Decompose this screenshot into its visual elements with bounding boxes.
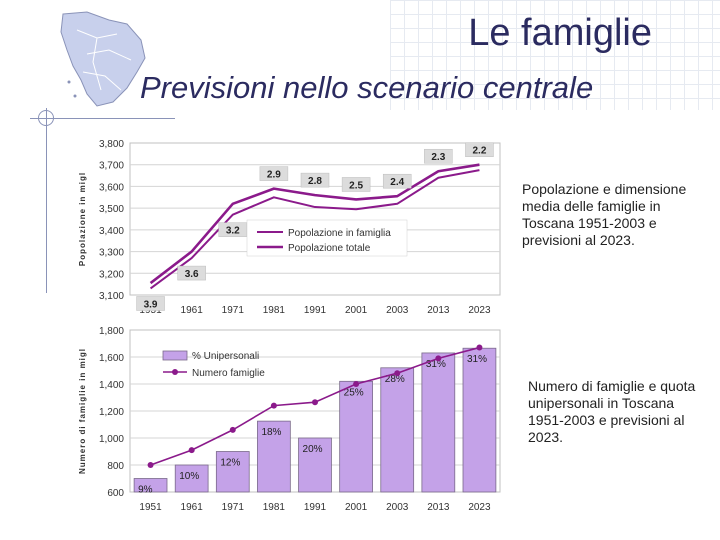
- data-label-box: [341, 177, 371, 192]
- data-label-box: [300, 172, 330, 188]
- y-tick-label: 3,600: [99, 182, 124, 193]
- caption-population: Popolazione e dimensione media delle fam…: [522, 181, 687, 248]
- y-tick-label: 3,400: [99, 226, 124, 237]
- data-point: [353, 381, 360, 387]
- bar: [257, 420, 291, 493]
- bar: [421, 352, 456, 493]
- data-point: [394, 370, 401, 377]
- population-line-chart: 3,100 3,200 3,300 3,400 3,500 3,600 3,700 3,800…: [78, 139, 501, 316]
- x-tick-label: 1981: [263, 502, 286, 513]
- data-label: 3.6: [185, 269, 199, 280]
- x-tick-label: 1961: [181, 502, 204, 513]
- data-label: 2.2: [472, 146, 486, 157]
- bar: [298, 437, 332, 493]
- x-tick-label: 2023: [468, 502, 491, 513]
- data-label-box: [177, 265, 206, 281]
- decorative-circle: [38, 110, 54, 126]
- x-tick-label: 1991: [304, 305, 327, 316]
- legend-label: Popolazione in famiglia: [288, 228, 391, 239]
- y-tick-label: 1,600: [99, 353, 124, 364]
- legend-label: Popolazione totale: [288, 243, 371, 254]
- decorative-line-vertical: [46, 108, 47, 293]
- data-label-box: [465, 142, 494, 157]
- data-label: 2.4: [390, 177, 404, 188]
- data-label: 2.5: [349, 180, 363, 191]
- bar: [174, 464, 209, 493]
- tuscany-map: [60, 11, 146, 107]
- y-tick-label: 3,200: [99, 269, 124, 280]
- y-tick-label: 3,100: [99, 291, 124, 302]
- y-tick-label: 1,000: [99, 434, 124, 445]
- bar-label: 10%: [179, 471, 199, 482]
- y-tick-label: 3,500: [99, 204, 124, 215]
- y-axis-label: Numero di famiglie in migl: [78, 348, 87, 474]
- data-point: [312, 399, 318, 406]
- data-point: [435, 355, 442, 362]
- households-bar-chart: 600 800 1,000 1,200 1,400 1,600 1,800 1951 1961 1…: [78, 326, 501, 513]
- x-tick-label: 2001: [345, 305, 368, 316]
- series-line: [149, 163, 480, 285]
- data-label-box: [382, 173, 412, 189]
- legend-marker: [172, 369, 178, 375]
- data-label: 3.9: [144, 299, 158, 310]
- bar: [462, 347, 497, 493]
- y-tick-label: 600: [107, 488, 124, 499]
- bar-label: 28%: [385, 374, 405, 385]
- x-tick-label: 1991: [304, 502, 327, 513]
- x-tick-label: 1971: [222, 502, 245, 513]
- x-tick-label: 2023: [468, 305, 491, 316]
- data-label-box: [136, 296, 165, 311]
- data-point: [147, 462, 154, 468]
- x-tick-label: 1951: [139, 502, 162, 513]
- caption-households: Numero di famiglie e quota unipersonali …: [528, 378, 696, 445]
- background-grid: [390, 0, 720, 110]
- y-tick-label: 1,800: [99, 326, 124, 337]
- data-point: [476, 344, 483, 351]
- bar: [215, 451, 250, 493]
- y-tick-label: 3,300: [99, 248, 124, 259]
- legend-label: % Unipersonali: [192, 351, 259, 362]
- bar-label: 20%: [303, 444, 323, 455]
- legend-box: [246, 219, 408, 257]
- series-line: [149, 169, 480, 290]
- y-tick-label: 3,800: [99, 139, 124, 150]
- data-label-box: [424, 148, 453, 164]
- slide-title: Le famiglie: [468, 12, 652, 54]
- x-tick-label: 1971: [222, 305, 245, 316]
- bar: [339, 380, 373, 493]
- x-tick-label: 2003: [386, 502, 409, 513]
- x-tick-label: 2003: [386, 305, 409, 316]
- data-point: [270, 402, 277, 409]
- data-label: 3.2: [226, 226, 240, 237]
- bar-label: 12%: [220, 458, 240, 469]
- slide-subtitle: Previsioni nello scenario centrale: [140, 70, 594, 105]
- data-label-box: [259, 166, 289, 181]
- x-tick-label: 2013: [427, 305, 450, 316]
- x-tick-label: 1961: [181, 305, 204, 316]
- data-point: [229, 426, 236, 433]
- decorative-line-horizontal: [30, 118, 175, 119]
- bar-label: 9%: [138, 485, 153, 496]
- bar: [380, 367, 415, 493]
- y-tick-label: 800: [107, 461, 124, 472]
- y-axis-label: Popolazione in migl: [78, 172, 87, 266]
- data-label: 2.9: [267, 170, 281, 181]
- x-tick-label: 2001: [345, 502, 368, 513]
- y-tick-label: 3,700: [99, 161, 124, 172]
- data-label: 2.8: [308, 176, 322, 187]
- y-tick-label: 1,400: [99, 380, 124, 391]
- bar-label: 31%: [426, 359, 446, 370]
- data-point: [188, 447, 195, 454]
- y-tick-label: 1,200: [99, 407, 124, 418]
- legend-swatch: [162, 350, 188, 361]
- bar-label: 18%: [261, 427, 281, 438]
- x-tick-label: 1981: [263, 305, 286, 316]
- legend-label: Numero famiglie: [192, 368, 265, 379]
- bar-label: 25%: [344, 387, 364, 398]
- data-label: 2.3: [431, 152, 445, 163]
- bar-label: 31%: [467, 354, 487, 365]
- bar: [133, 478, 168, 493]
- x-tick-label: 2013: [427, 502, 450, 513]
